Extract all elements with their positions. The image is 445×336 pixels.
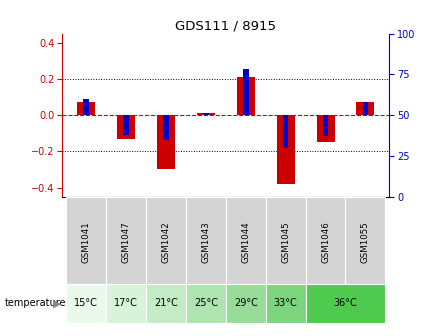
- Bar: [237, 77, 255, 115]
- Text: ▶: ▶: [53, 298, 61, 308]
- Bar: [106, 197, 146, 284]
- Bar: [186, 197, 226, 284]
- Text: 33°C: 33°C: [274, 298, 298, 308]
- Bar: [323, 115, 328, 136]
- Bar: [306, 284, 385, 323]
- Bar: [106, 284, 146, 323]
- Text: GSM1042: GSM1042: [162, 221, 170, 263]
- Bar: [345, 197, 385, 284]
- Text: 29°C: 29°C: [234, 298, 258, 308]
- Bar: [146, 197, 186, 284]
- Bar: [117, 115, 135, 139]
- Text: GSM1041: GSM1041: [82, 221, 91, 263]
- Text: temperature: temperature: [4, 298, 66, 308]
- Bar: [277, 115, 295, 184]
- Bar: [226, 284, 266, 323]
- Text: GSM1047: GSM1047: [121, 221, 131, 263]
- Bar: [186, 284, 226, 323]
- Text: 21°C: 21°C: [154, 298, 178, 308]
- Bar: [266, 197, 306, 284]
- Bar: [163, 115, 169, 139]
- Bar: [66, 284, 106, 323]
- Text: 25°C: 25°C: [194, 298, 218, 308]
- Title: GDS111 / 8915: GDS111 / 8915: [175, 19, 276, 33]
- Bar: [316, 115, 335, 142]
- Bar: [157, 115, 175, 169]
- Bar: [66, 197, 106, 284]
- Bar: [226, 197, 266, 284]
- Text: 17°C: 17°C: [114, 298, 138, 308]
- Text: GSM1044: GSM1044: [241, 221, 250, 263]
- Bar: [146, 284, 186, 323]
- Bar: [283, 115, 288, 148]
- Bar: [356, 102, 374, 115]
- Text: 36°C: 36°C: [334, 298, 357, 308]
- Text: 15°C: 15°C: [74, 298, 98, 308]
- Text: GSM1046: GSM1046: [321, 221, 330, 263]
- Text: GSM1055: GSM1055: [361, 221, 370, 263]
- Bar: [243, 70, 249, 115]
- Text: GSM1045: GSM1045: [281, 221, 290, 263]
- Bar: [84, 99, 89, 115]
- Bar: [363, 102, 368, 115]
- Bar: [123, 115, 129, 135]
- Text: GSM1043: GSM1043: [202, 221, 210, 263]
- Bar: [203, 114, 209, 115]
- Bar: [266, 284, 306, 323]
- Bar: [306, 197, 345, 284]
- Bar: [197, 113, 215, 115]
- Bar: [77, 102, 95, 115]
